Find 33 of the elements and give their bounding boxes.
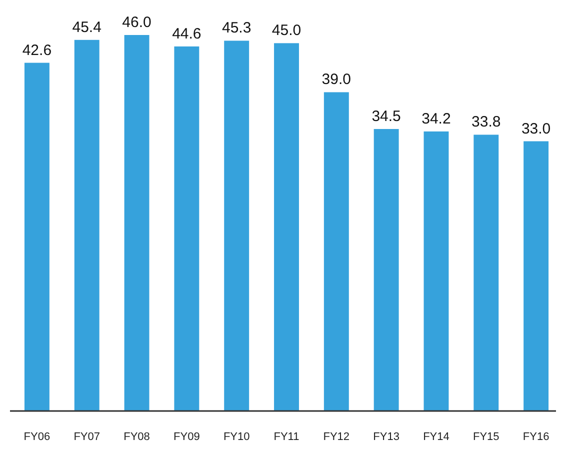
data-label: 33.8 (472, 114, 501, 131)
x-tick-label: FY10 (223, 431, 250, 443)
bar (274, 43, 299, 411)
bar (324, 92, 349, 411)
bar (474, 134, 499, 411)
bar (224, 40, 250, 411)
data-label: 39.0 (322, 71, 352, 88)
bar (124, 35, 150, 411)
x-tick-label: FY08 (124, 431, 150, 443)
x-tick-label: FY09 (174, 431, 200, 443)
x-tick-label: FY07 (74, 431, 100, 443)
data-label: 46.0 (122, 14, 152, 31)
data-label: 44.6 (172, 25, 202, 42)
data-label: 34.5 (372, 108, 401, 125)
bar (74, 40, 100, 411)
x-tick-label: FY11 (274, 431, 300, 443)
data-label: 33.0 (521, 120, 551, 138)
x-tick-label: FY14 (423, 431, 450, 443)
x-tick-label: FY15 (472, 431, 500, 443)
x-tick-label: FY06 (24, 431, 50, 443)
data-label: 42.6 (22, 42, 52, 59)
x-tick-label: FY16 (522, 431, 550, 443)
bar (24, 62, 50, 411)
x-tick-label: FY13 (373, 431, 400, 443)
bar (374, 129, 399, 411)
bar (424, 131, 449, 411)
data-label: 45.3 (222, 20, 252, 37)
data-label: 45.0 (272, 22, 302, 40)
bar (174, 46, 200, 411)
bar (524, 141, 549, 411)
x-tick-label: FY12 (323, 431, 350, 443)
data-label: 34.2 (422, 110, 451, 128)
data-label: 45.4 (72, 18, 102, 36)
